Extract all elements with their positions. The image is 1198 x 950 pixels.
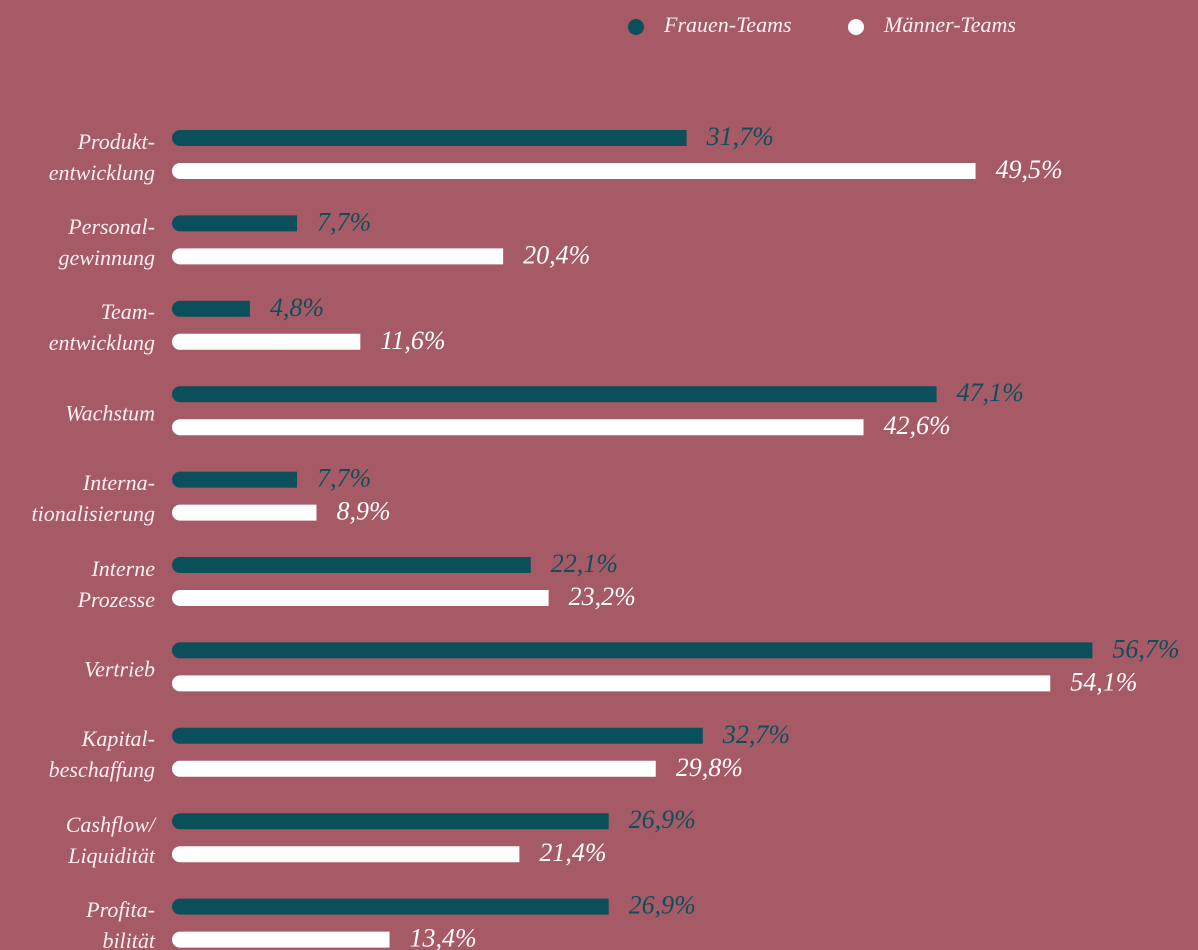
- value-label: 8,9%: [336, 497, 390, 526]
- legend-marker: [848, 19, 864, 35]
- bar: [172, 300, 250, 317]
- legend-marker: [628, 19, 644, 35]
- value-label: 56,7%: [1112, 634, 1179, 663]
- category-label: Personal- gewinnung: [58, 213, 155, 270]
- value-label: 11,6%: [380, 326, 445, 355]
- value-label: 23,2%: [569, 582, 636, 611]
- value-label: 7,7%: [317, 464, 371, 493]
- category-label: Kapital- beschaffung: [48, 726, 155, 783]
- bar: [172, 675, 1051, 692]
- value-label: 21,4%: [539, 838, 606, 867]
- value-label: 20,4%: [523, 240, 590, 269]
- bar: [172, 215, 297, 232]
- bar: [172, 248, 504, 265]
- value-label: 26,9%: [629, 891, 696, 920]
- value-label: 54,1%: [1070, 667, 1137, 696]
- bar: [172, 419, 864, 436]
- legend-label: Frauen-Teams: [663, 12, 792, 37]
- legend-label: Männer-Teams: [883, 12, 1016, 37]
- value-label: 32,7%: [722, 720, 790, 749]
- value-label: 31,7%: [706, 122, 774, 151]
- bar: [172, 163, 976, 179]
- bar: [172, 727, 703, 744]
- category-label: Cashflow/ Liquidität: [65, 811, 155, 868]
- value-label: 4,8%: [270, 293, 324, 322]
- bar: [172, 813, 609, 830]
- category-label: Interne Prozesse: [77, 555, 155, 612]
- value-label: 29,8%: [676, 753, 743, 782]
- bar: [172, 590, 549, 606]
- bar: [172, 333, 361, 350]
- value-label: 7,7%: [317, 207, 371, 236]
- bar: [172, 504, 317, 521]
- value-label: 13,4%: [410, 924, 477, 950]
- bar: [172, 557, 531, 573]
- bar: [172, 898, 609, 915]
- category-label: Profita- bilität: [86, 897, 155, 950]
- value-label: 26,9%: [629, 805, 696, 834]
- bar: [172, 386, 937, 403]
- category-label: Produkt- entwicklung: [48, 128, 155, 185]
- bar: [172, 846, 520, 863]
- bar: [172, 760, 656, 777]
- value-label: 47,1%: [957, 378, 1024, 407]
- value-label: 42,6%: [884, 411, 951, 440]
- category-label: Vertrieb: [84, 656, 155, 682]
- bar: [172, 471, 297, 488]
- bar: [172, 931, 390, 948]
- category-label: Team- entwicklung: [48, 299, 155, 356]
- bar: [172, 642, 1093, 659]
- value-label: 49,5%: [996, 155, 1063, 184]
- value-label: 22,1%: [551, 549, 618, 578]
- bar: [172, 130, 687, 146]
- category-label: Wachstum: [65, 400, 155, 426]
- category-label: Interna- tionalisierung: [31, 470, 155, 527]
